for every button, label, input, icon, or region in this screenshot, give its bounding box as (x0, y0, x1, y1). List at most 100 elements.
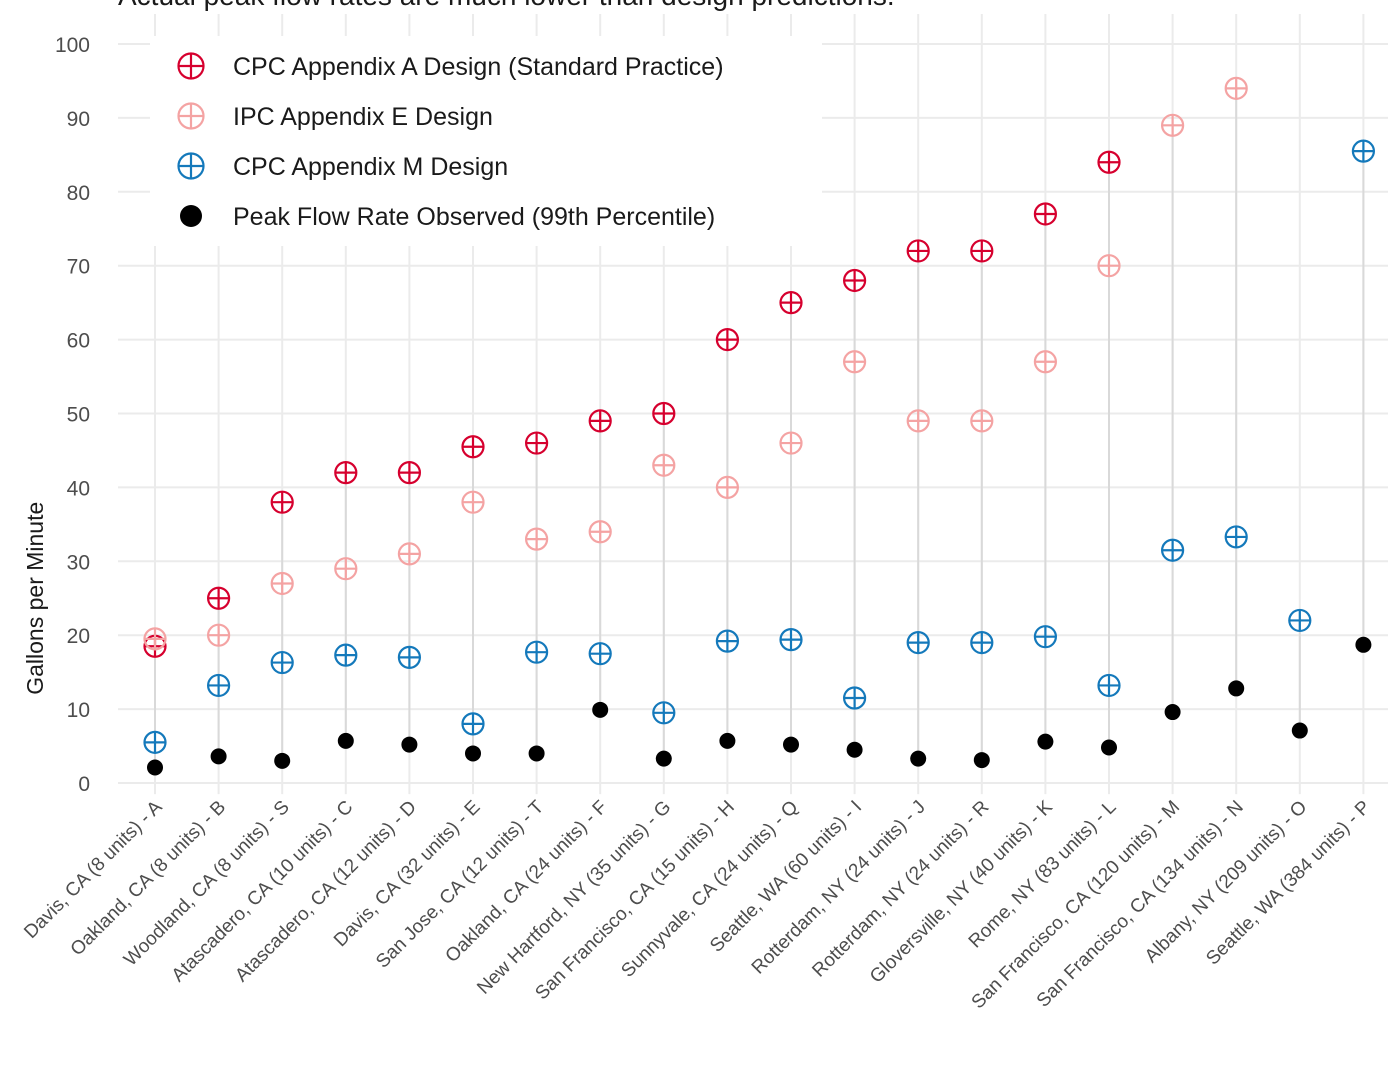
data-point (973, 752, 990, 769)
legend-marker (180, 205, 202, 227)
data-point (210, 748, 227, 765)
data-point (779, 628, 803, 652)
legend-label: CPC Appendix M Design (233, 153, 508, 181)
data-point (461, 712, 485, 736)
data-points (143, 76, 1376, 776)
data-point (1288, 608, 1312, 633)
y-axis: 0 10 20 30 40 50 60 70 80 90 100 (55, 34, 90, 796)
data-point (910, 750, 927, 767)
y-tick-label: 50 (67, 404, 90, 427)
data-point (528, 745, 545, 762)
legend-marker (177, 52, 205, 80)
data-point (1160, 113, 1185, 137)
data-point (1228, 680, 1245, 697)
y-tick-label: 20 (67, 625, 90, 648)
legend-marker (177, 102, 205, 130)
data-point (719, 732, 736, 749)
data-point (1351, 139, 1376, 163)
data-point (779, 431, 803, 455)
data-point (270, 571, 294, 596)
data-point (842, 268, 867, 293)
data-point (588, 520, 612, 544)
y-tick-label: 10 (67, 699, 90, 722)
data-point (207, 586, 231, 610)
data-point (846, 741, 863, 758)
y-tick-label: 30 (67, 551, 90, 574)
data-point (1097, 254, 1121, 278)
data-point (970, 630, 994, 655)
legend-label: CPC Appendix A Design (Standard Practice… (233, 53, 724, 81)
data-point (397, 461, 421, 485)
data-point (334, 557, 358, 581)
y-tick-label: 0 (78, 773, 90, 796)
legend-label: IPC Appendix E Design (233, 103, 493, 131)
y-tick-label: 100 (55, 34, 90, 57)
data-point (783, 736, 799, 753)
data-point (906, 409, 930, 433)
y-tick-label: 60 (67, 330, 90, 353)
data-point (1097, 150, 1121, 174)
data-point (334, 643, 358, 667)
series-0 (143, 150, 1121, 658)
data-point (715, 629, 740, 653)
data-point (1033, 625, 1058, 649)
data-point (652, 401, 676, 426)
data-point (524, 431, 549, 455)
data-point (1033, 202, 1058, 226)
data-point (1224, 76, 1248, 100)
data-point (655, 750, 672, 767)
y-tick-label: 90 (67, 108, 90, 131)
data-point (1164, 704, 1181, 721)
series-3 (147, 636, 1372, 776)
data-point (1097, 673, 1121, 698)
data-point (715, 328, 740, 352)
data-point (842, 350, 867, 374)
data-point (588, 409, 612, 433)
data-point (147, 759, 163, 776)
data-point (1355, 636, 1372, 653)
data-point (1160, 538, 1185, 562)
data-point (1037, 733, 1054, 750)
y-axis-label: Gallons per Minute (22, 502, 48, 695)
data-point (1224, 525, 1248, 549)
data-point (652, 453, 676, 477)
series-1 (143, 76, 1248, 651)
legend-background (150, 36, 822, 246)
data-point (270, 650, 294, 675)
data-point (588, 642, 612, 666)
data-point (652, 701, 676, 725)
data-point (1291, 722, 1308, 739)
y-tick-label: 70 (67, 256, 90, 279)
data-point (207, 623, 231, 647)
chart-title: Actual peak flow rates are much lower th… (118, 0, 895, 11)
data-point (401, 736, 418, 753)
data-point (1101, 739, 1117, 756)
data-point (715, 475, 740, 499)
data-point (207, 673, 231, 698)
data-point (970, 239, 994, 263)
legend: CPC Appendix A Design (Standard Practice… (150, 36, 822, 246)
data-point (397, 645, 421, 669)
data-point (592, 701, 609, 718)
data-point (143, 730, 167, 754)
data-point (143, 627, 167, 651)
y-tick-label: 80 (67, 182, 90, 205)
data-point (842, 686, 867, 710)
data-point (337, 732, 354, 749)
data-point (1033, 350, 1058, 374)
legend-label: Peak Flow Rate Observed (99th Percentile… (233, 203, 715, 231)
data-point (397, 542, 421, 566)
data-point (270, 490, 294, 514)
data-point (461, 435, 485, 459)
data-point (461, 490, 485, 514)
data-point (274, 752, 291, 769)
data-point (906, 630, 930, 655)
y-tick-label: 40 (67, 477, 90, 500)
data-point (334, 461, 358, 485)
data-point (524, 640, 549, 664)
data-point (970, 409, 994, 433)
data-point (465, 745, 481, 762)
series-2 (143, 139, 1376, 754)
